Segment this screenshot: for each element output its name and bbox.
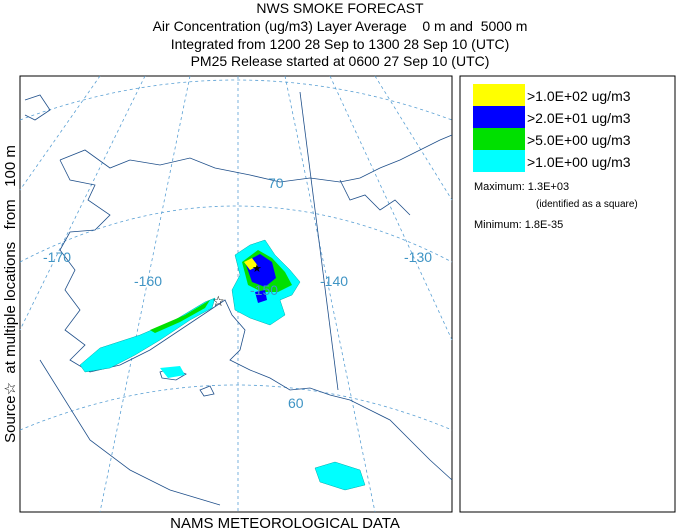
parallel (19, 205, 453, 263)
legend-frame (459, 75, 676, 513)
legend-label: >1.0E+02 ug/m3 (527, 88, 631, 104)
side-label: Source☆ at multiple locations from 100 m (2, 145, 19, 443)
smoke: ☆ ★ (79, 239, 366, 491)
subtitle: Integrated from 1200 28 Sep to 1300 28 S… (171, 36, 510, 52)
smoke-blob (160, 366, 185, 378)
map-label: -150 (250, 282, 278, 298)
maximum: Maximum: 1.3E+03 (474, 181, 569, 193)
map-label: -160 (134, 273, 162, 289)
map: ☆ ★ 70 -170 -160 -150 -140 -130 60 (19, 75, 453, 513)
subtitle: Air Concentration (ug/m3) Layer Average … (153, 18, 528, 34)
subtitle: PM25 Release started at 0600 27 Sep 10 (… (191, 53, 490, 69)
map-label: 60 (288, 395, 304, 411)
meridian (19, 75, 146, 331)
meridian (19, 75, 101, 191)
title: NWS SMOKE FORECAST (256, 0, 424, 16)
meridian (99, 75, 191, 513)
source-marker: ★ (252, 263, 262, 275)
west-south-coast (59, 159, 453, 481)
parallel (19, 79, 453, 121)
parallel (19, 384, 453, 431)
smoke-blob (314, 461, 366, 491)
legend-swatch (473, 150, 525, 172)
meridian (374, 75, 453, 201)
smoke-blob (244, 258, 258, 270)
legend-swatch (473, 128, 525, 150)
legend-swatch (473, 106, 525, 128)
north-coast (59, 134, 453, 183)
smoke-blob (255, 290, 267, 303)
max-note: (identified as a square) (536, 199, 638, 210)
map-label: -130 (404, 249, 432, 265)
source-marker: ☆ (212, 293, 225, 309)
canada-coast (339, 179, 411, 216)
island (199, 385, 215, 397)
minimum: Minimum: 1.8E-35 (474, 219, 563, 231)
map-label: 70 (268, 175, 284, 191)
legend-swatch (473, 84, 525, 106)
islands-chain (39, 359, 221, 506)
meridian (329, 75, 453, 341)
smoke-plume (79, 297, 216, 373)
russia-coast (24, 94, 51, 121)
map-label: -170 (43, 249, 71, 265)
legend-label: >5.0E+00 ug/m3 (527, 132, 631, 148)
legend: >1.0E+02 ug/m3 >2.0E+01 ug/m3 >5.0E+00 u… (459, 75, 676, 513)
legend-label: >2.0E+01 ug/m3 (527, 110, 631, 126)
map-label: -140 (320, 273, 348, 289)
coastline (24, 91, 453, 506)
smoke-plume (150, 300, 210, 333)
legend-label: >1.0E+00 ug/m3 (527, 154, 631, 170)
border (299, 91, 339, 391)
footer: NAMS METEOROLOGICAL DATA (170, 515, 400, 532)
meridian (284, 75, 376, 513)
